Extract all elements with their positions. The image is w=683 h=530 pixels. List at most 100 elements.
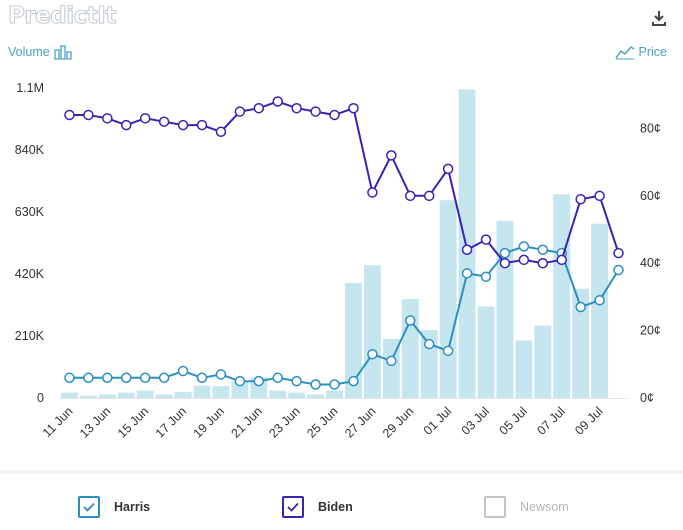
legend-label-biden: Biden [318, 500, 353, 514]
volume-bar [401, 299, 419, 398]
predictit-logo: PredictIt [8, 3, 117, 30]
harris-price-point [386, 355, 397, 367]
right-axis-tick-label: 20¢ [640, 324, 661, 338]
harris-price-point [234, 375, 246, 387]
biden-price-point [272, 96, 283, 107]
volume-bar [61, 392, 78, 398]
biden-price-point [139, 113, 151, 124]
right-axis-tick-label: 0¢ [640, 391, 654, 405]
volume-bar [345, 282, 362, 398]
volume-bar [326, 390, 343, 398]
left-axis-tick-label: 420K [15, 267, 45, 281]
left-axis-tick-label: 0 [37, 391, 44, 405]
price-volume-chart: 0 210K 420K 630K 840K 1.1M 0¢ 20¢ 40¢ 60¢ 80¢ 11 Ju… [15, 81, 661, 441]
harris-price-point [139, 372, 151, 384]
legend-label-newsom: Newsom [520, 500, 569, 514]
harris-price-point [121, 372, 132, 384]
right-axis-tick-label: 60¢ [640, 189, 661, 203]
harris-price-point [196, 372, 208, 384]
biden-price-point [102, 113, 113, 124]
x-axis-tick-label: 01 Jul [421, 404, 454, 437]
harris-price-point [499, 247, 511, 259]
biden-price-point [367, 187, 378, 198]
harris-price-point [272, 372, 283, 384]
left-axis-tick-label: 630K [15, 205, 45, 219]
biden-checkbox[interactable] [282, 496, 304, 518]
x-axis-tick-label: 07 Jul [534, 404, 567, 437]
biden-price-point [386, 150, 397, 161]
biden-price-point [594, 190, 605, 202]
legend-label-harris: Harris [114, 500, 151, 514]
biden-price-point [480, 234, 492, 245]
price-label: Price [638, 45, 667, 59]
legend-item-biden[interactable]: Biden [282, 496, 353, 518]
harris-price-point [594, 295, 605, 306]
harris-price-point [310, 379, 321, 390]
biden-price-point [537, 257, 549, 269]
x-axis-tick-label: 21 Jun [228, 404, 264, 440]
legend: Harris Biden Newsom [0, 490, 683, 526]
biden-price-point [329, 109, 340, 121]
harris-price-point [291, 375, 302, 387]
biden-price-point [158, 116, 170, 127]
harris-price-point [480, 271, 492, 282]
biden-price-point [518, 254, 530, 266]
biden-price-point [613, 247, 624, 259]
x-axis-tick-label: 29 Jun [380, 404, 416, 440]
volume-bar [136, 390, 154, 398]
volume-bar [288, 392, 306, 398]
harris-checkbox[interactable] [78, 496, 100, 518]
x-axis-tick-label: 05 Jul [496, 404, 529, 437]
x-axis-tick-label: 23 Jun [266, 404, 302, 440]
biden-price-point [575, 193, 586, 205]
biden-price-point [196, 119, 208, 131]
volume-bar [496, 220, 514, 398]
line-chart-icon [614, 46, 634, 60]
volume-bar [269, 390, 287, 398]
x-axis-tick-label: 11 Jun [40, 404, 76, 440]
volume-axis-toggle[interactable]: Volume [8, 44, 72, 60]
x-axis-tick-label: 03 Jul [459, 404, 492, 437]
x-axis-tick-label: 13 Jun [77, 404, 113, 440]
biden-price-point [215, 126, 227, 138]
volume-bar [174, 392, 192, 398]
biden-price-point [442, 163, 454, 175]
volume-bar [155, 394, 173, 398]
harris-price-point [461, 268, 473, 279]
right-axis-tick-label: 80¢ [640, 121, 661, 135]
harris-price-point [367, 348, 378, 360]
biden-price-point [461, 244, 473, 255]
harris-price-point [158, 372, 170, 384]
volume-bar [591, 223, 609, 398]
volume-bar [553, 194, 571, 398]
x-axis-tick-label: 17 Jun [153, 404, 189, 440]
download-button[interactable] [650, 8, 668, 28]
biden-price-point [348, 102, 359, 114]
legend-item-harris[interactable]: Harris [78, 496, 150, 518]
volume-bar [231, 381, 249, 398]
legend-item-newsom[interactable]: Newsom [484, 496, 569, 518]
volume-bar [307, 394, 325, 398]
harris-price-point [177, 365, 189, 377]
harris-price-point [613, 264, 624, 276]
harris-price-point [423, 338, 435, 350]
volume-bar [572, 288, 590, 398]
biden-price-line [69, 100, 620, 265]
x-axis-tick-label: 19 Jun [191, 404, 227, 440]
biden-price-point [556, 254, 567, 266]
biden-price-point [121, 119, 132, 131]
volume-bar [98, 394, 116, 398]
biden-price-point [177, 119, 189, 131]
x-axis-tick-label: 25 Jun [304, 404, 340, 440]
right-axis-tick-label: 40¢ [640, 256, 661, 270]
newsom-checkbox[interactable] [484, 496, 506, 518]
harris-price-point [442, 345, 454, 357]
biden-price-point [405, 190, 416, 202]
volume-bar [477, 306, 495, 398]
left-axis-tick-label: 1.1M [16, 81, 44, 95]
left-axis-tick-label: 210K [15, 329, 45, 343]
left-axis-tick-label: 840K [15, 143, 45, 157]
harris-price-point [329, 379, 340, 390]
price-axis-toggle[interactable]: Price [614, 44, 667, 60]
volume-bar [439, 200, 457, 398]
